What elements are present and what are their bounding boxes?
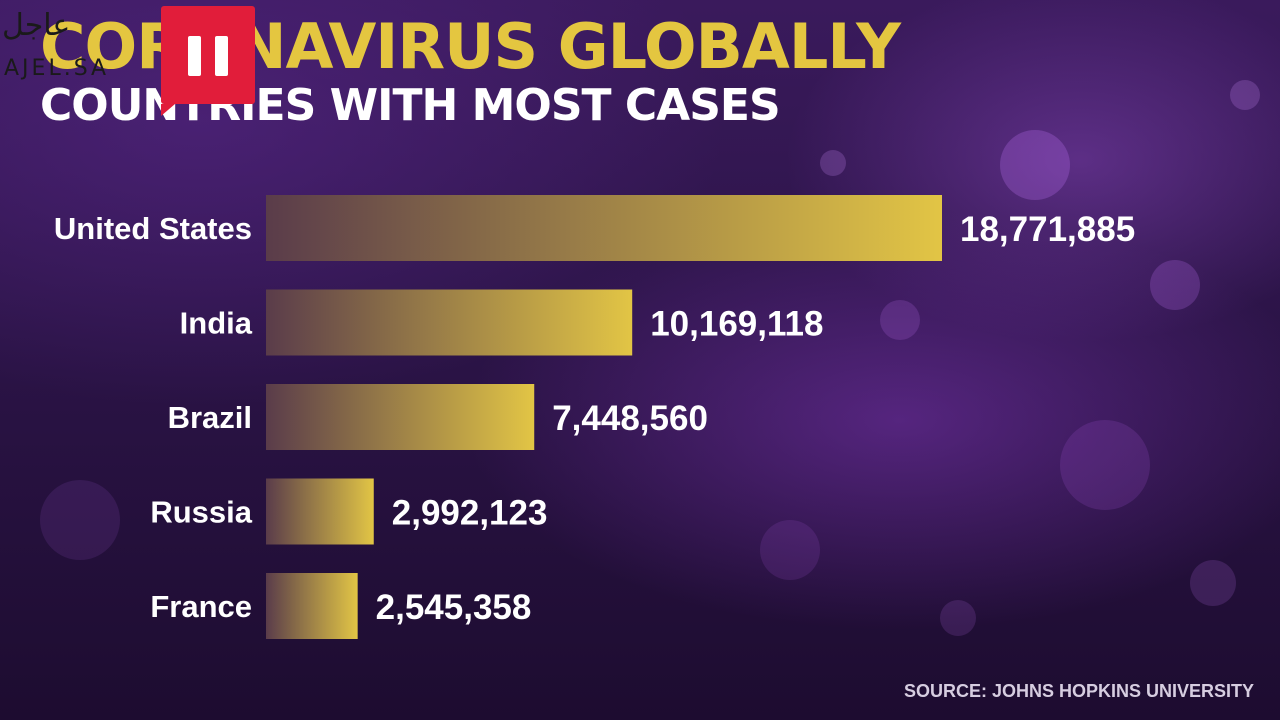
source-credit: SOURCE: JOHNS HOPKINS UNIVERSITY bbox=[903, 681, 1254, 701]
pause-icon bbox=[188, 36, 228, 76]
watermark-arabic-text: عاجل bbox=[2, 8, 71, 43]
category-label-brazil: Brazil bbox=[168, 400, 252, 435]
bar-india bbox=[266, 289, 633, 356]
value-label-united-states: 18,771,885 bbox=[960, 210, 1135, 249]
value-label-france: 2,545,358 bbox=[376, 588, 532, 627]
category-label-france: France bbox=[150, 589, 252, 624]
value-label-india: 10,169,118 bbox=[650, 305, 823, 344]
watermark-latin-text: AJEL.SA bbox=[4, 56, 110, 81]
value-label-brazil: 7,448,560 bbox=[552, 399, 708, 438]
bar-united-states bbox=[266, 195, 942, 261]
bar-russia bbox=[266, 478, 374, 545]
pause-button[interactable] bbox=[161, 6, 255, 116]
category-label-india: India bbox=[180, 306, 253, 341]
category-label-united-states: United States bbox=[54, 211, 252, 246]
bar-brazil bbox=[266, 384, 535, 450]
ajel-watermark-logo: عاجل AJEL.SA bbox=[2, 8, 142, 88]
bar-france bbox=[266, 573, 358, 639]
category-label-russia: Russia bbox=[150, 495, 252, 530]
value-label-russia: 2,992,123 bbox=[392, 494, 548, 533]
